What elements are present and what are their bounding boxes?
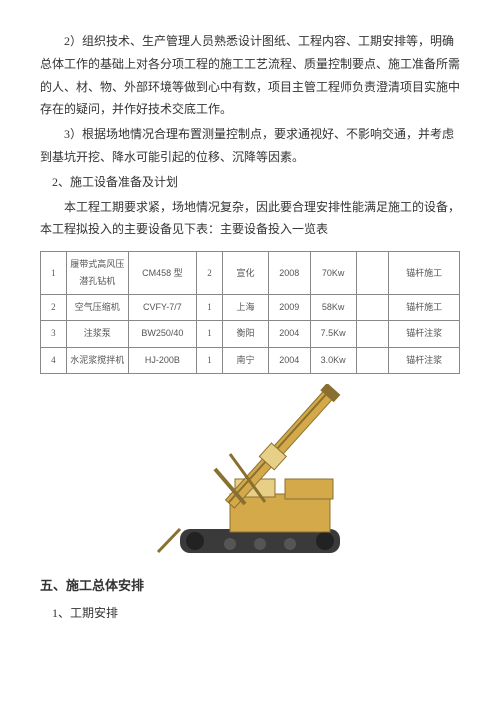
table-cell: 2 [41, 295, 67, 321]
table-cell: 3 [41, 321, 67, 347]
table-cell: 注浆泵 [66, 321, 128, 347]
section-2-title: 2、施工设备准备及计划 [40, 171, 460, 194]
table-cell: 履带式高风压潜孔钻机 [66, 252, 128, 295]
paragraph-4: 本工程工期要求紧，场地情况复杂，因此要合理安排性能满足施工的设备，本工程拟投入的… [40, 196, 460, 242]
table-cell: 2009 [269, 295, 311, 321]
paragraph-3: 3）根据场地情况合理布置测量控制点，要求通视好、不影响交通，并考虑到基坑开挖、降… [40, 123, 460, 169]
table-cell: 70Kw [310, 252, 356, 295]
table-cell: 锚杆注浆 [389, 321, 460, 347]
table-cell: 2004 [269, 321, 311, 347]
table-row: 1履带式高风压潜孔钻机CM458 型2宣化200870Kw 锚杆施工 [41, 252, 460, 295]
table-row: 2空气压缩机CVFY-7/71上海200958Kw 锚杆施工 [41, 295, 460, 321]
table-cell: 空气压缩机 [66, 295, 128, 321]
table-cell: 锚杆施工 [389, 252, 460, 295]
table-cell: 3.0Kw [310, 347, 356, 373]
equipment-table: 1履带式高风压潜孔钻机CM458 型2宣化200870Kw锚杆施工2空气压缩机C… [40, 251, 460, 373]
table-cell: 58Kw [310, 295, 356, 321]
table-cell: 锚杆施工 [389, 295, 460, 321]
table-cell: 2 [197, 252, 223, 295]
table-cell: 1 [197, 321, 223, 347]
table-cell: 衡阳 [222, 321, 268, 347]
table-cell: 宣化 [222, 252, 268, 295]
table-cell: 1 [197, 347, 223, 373]
table-cell: 上海 [222, 295, 268, 321]
table-row: 3注浆泵BW250/401衡阳20047.5Kw 锚杆注浆 [41, 321, 460, 347]
table-cell: 4 [41, 347, 67, 373]
table-cell: 1 [197, 295, 223, 321]
table-cell: CM458 型 [128, 252, 197, 295]
table-cell: 锚杆注浆 [389, 347, 460, 373]
subsection-1: 1、工期安排 [40, 602, 460, 625]
table-cell [356, 347, 389, 373]
table-cell: 7.5Kw [310, 321, 356, 347]
table-cell: 水泥浆搅拌机 [66, 347, 128, 373]
table-cell [356, 295, 389, 321]
paragraph-2: 2）组织技术、生产管理人员熟悉设计图纸、工程内容、工期安排等，明确总体工作的基础… [40, 30, 460, 121]
table-cell [356, 252, 389, 295]
table-cell: 2008 [269, 252, 311, 295]
heading-5: 五、施工总体安排 [40, 574, 460, 599]
table-cell: HJ-200B [128, 347, 197, 373]
table-cell: 2004 [269, 347, 311, 373]
table-cell [356, 321, 389, 347]
table-cell: 南宁 [222, 347, 268, 373]
table-cell: 1 [41, 252, 67, 295]
drill-rig-figure [120, 384, 400, 564]
table-cell: CVFY-7/7 [128, 295, 197, 321]
table-cell: BW250/40 [128, 321, 197, 347]
table-row: 4水泥浆搅拌机HJ-200B1南宁20043.0Kw 锚杆注浆 [41, 347, 460, 373]
